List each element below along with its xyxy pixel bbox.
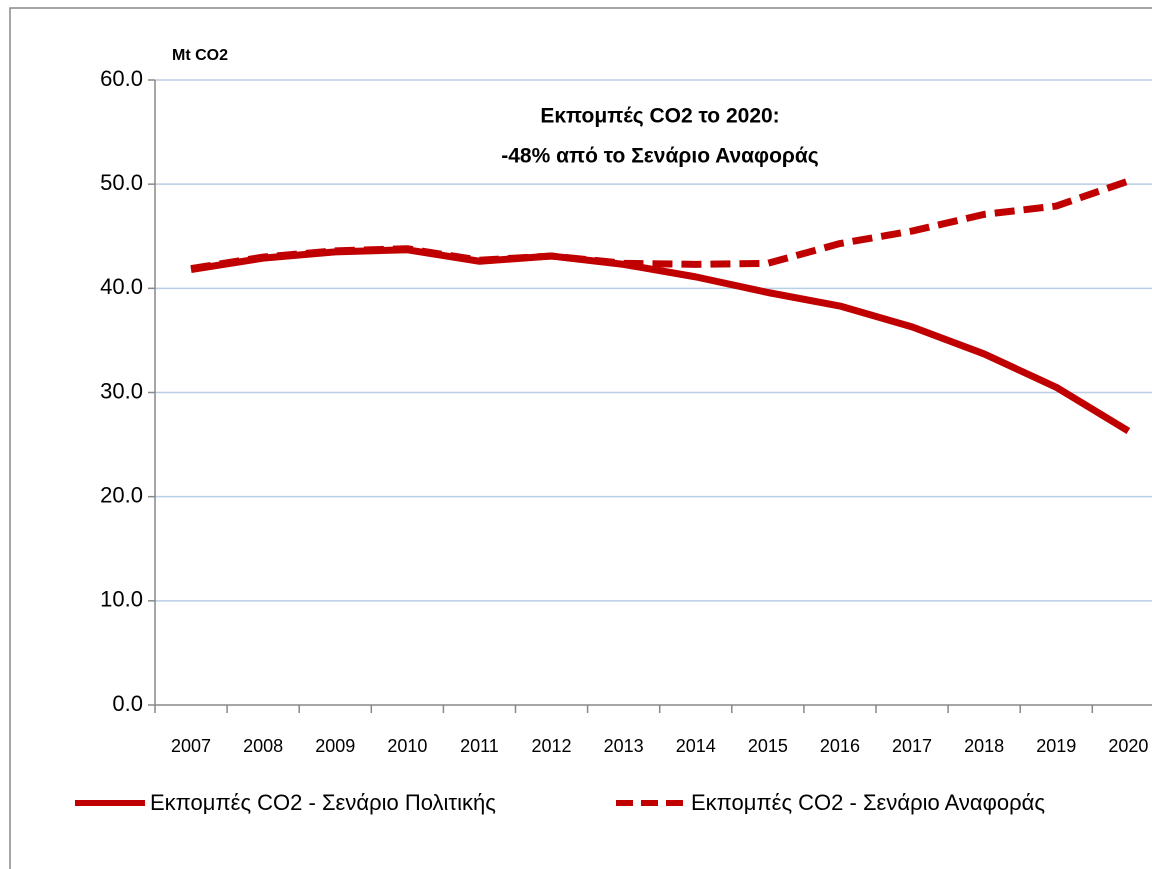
x-tick-label: 2009 bbox=[315, 736, 355, 756]
y-axis-label: Mt CO2 bbox=[172, 47, 228, 64]
x-tick-label: 2016 bbox=[820, 736, 860, 756]
x-tick-label: 2015 bbox=[748, 736, 788, 756]
x-tick-label: 2018 bbox=[964, 736, 1004, 756]
x-tick-label: 2007 bbox=[171, 736, 211, 756]
legend-label: Εκπομπές CO2 - Σενάριο Πολιτικής bbox=[150, 790, 496, 815]
x-tick-label: 2010 bbox=[387, 736, 427, 756]
x-tick-label: 2019 bbox=[1036, 736, 1076, 756]
x-tick-label: 2013 bbox=[604, 736, 644, 756]
x-tick-label: 2014 bbox=[676, 736, 716, 756]
y-tick-label: 50.0 bbox=[100, 170, 143, 195]
annotation: Εκπομπές CO2 το 2020: bbox=[540, 105, 779, 128]
y-tick-label: 60.0 bbox=[100, 66, 143, 91]
legend-label: Εκπομπές CO2 - Σενάριο Αναφοράς bbox=[691, 790, 1045, 815]
x-tick-label: 2020 bbox=[1108, 736, 1148, 756]
x-tick-label: 2017 bbox=[892, 736, 932, 756]
y-tick-label: 10.0 bbox=[100, 587, 143, 612]
y-tick-label: 40.0 bbox=[100, 274, 143, 299]
chart-frame bbox=[9, 7, 1152, 869]
x-tick-label: 2012 bbox=[532, 736, 572, 756]
y-tick-label: 20.0 bbox=[100, 482, 143, 507]
line-series bbox=[190, 177, 1130, 272]
y-tick-label: 30.0 bbox=[100, 378, 143, 403]
annotation: -48% από το Σενάριο Αναφοράς bbox=[501, 145, 819, 168]
y-tick-label: 0.0 bbox=[112, 691, 143, 716]
x-tick-label: 2011 bbox=[460, 736, 499, 756]
x-tick-label: 2008 bbox=[243, 736, 283, 756]
